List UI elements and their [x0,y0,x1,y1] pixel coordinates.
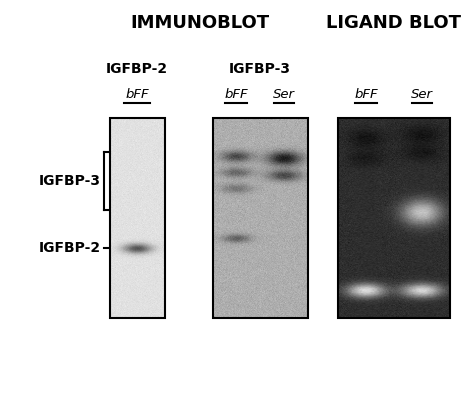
Text: Ser: Ser [273,88,295,101]
Text: bFF: bFF [224,88,248,101]
Text: LIGAND BLOT: LIGAND BLOT [327,14,462,32]
Text: IGFBP-3: IGFBP-3 [39,174,101,188]
Bar [338,118,450,318]
Text: bFF: bFF [125,88,149,101]
Bar [110,118,165,318]
Text: Ser: Ser [411,88,433,101]
Text: bFF: bFF [354,88,378,101]
Text: IMMUNOBLOT: IMMUNOBLOT [130,14,270,32]
Text: IGFBP-2: IGFBP-2 [39,241,101,255]
Text: IGFBP-2: IGFBP-2 [106,62,168,76]
Bar [213,118,308,318]
Text: IGFBP-3: IGFBP-3 [229,62,291,76]
